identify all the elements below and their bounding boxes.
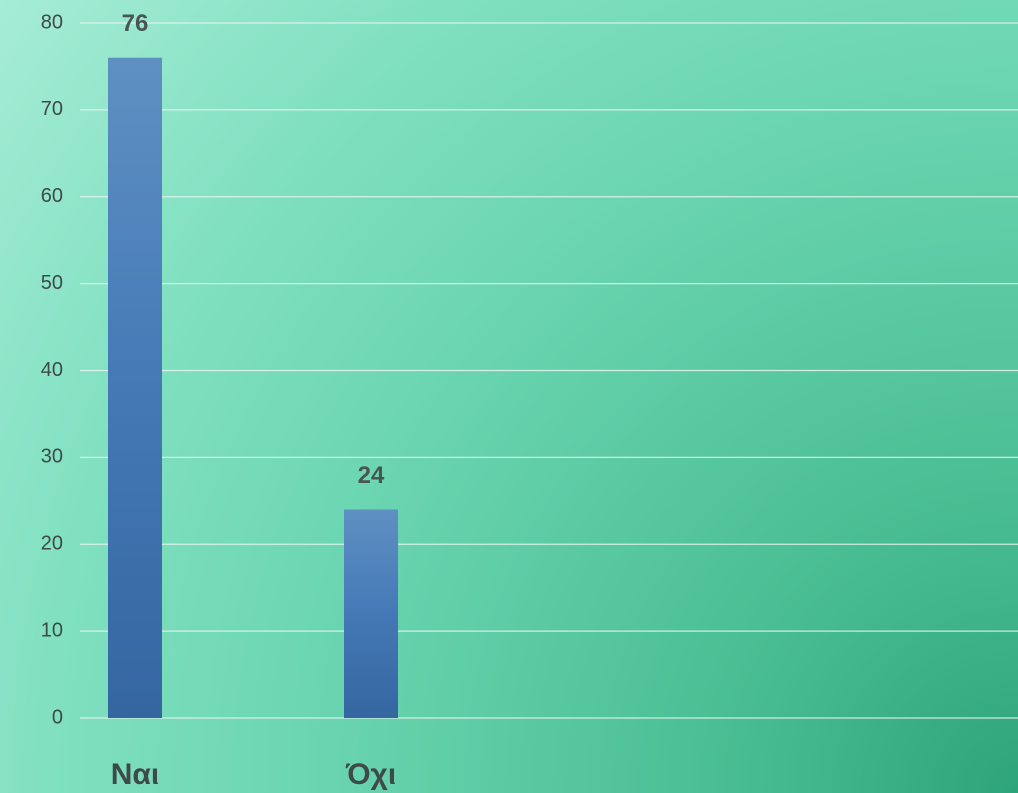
y-tick-label: 60 bbox=[41, 185, 63, 207]
bar bbox=[108, 57, 162, 718]
y-tick-label: 50 bbox=[41, 272, 63, 294]
y-tick-label: 70 bbox=[41, 98, 63, 120]
y-tick-label: 30 bbox=[41, 446, 63, 468]
y-tick-label: 40 bbox=[41, 359, 63, 381]
bar bbox=[344, 509, 398, 718]
y-tick-label: 20 bbox=[41, 533, 63, 555]
x-tick-label: Ναι bbox=[111, 758, 159, 791]
y-tick-label: 0 bbox=[52, 706, 63, 728]
x-tick-label: Όχι bbox=[345, 758, 396, 791]
data-label: 76 bbox=[122, 10, 149, 37]
y-tick-label: 10 bbox=[41, 619, 63, 641]
y-tick-label: 80 bbox=[41, 11, 63, 33]
data-label: 24 bbox=[358, 462, 385, 489]
